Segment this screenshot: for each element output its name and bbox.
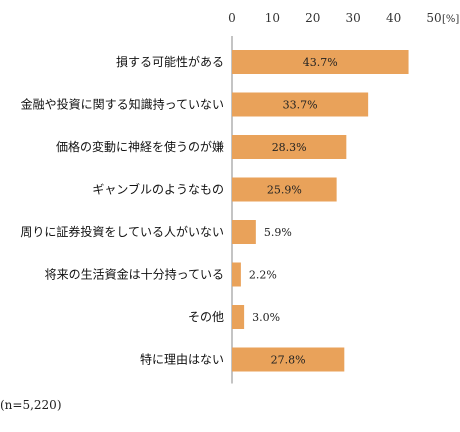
- category-label: 周りに証券投資をしている人がいない: [20, 224, 224, 239]
- sample-size-note: (n=5,220): [0, 398, 62, 412]
- category-labels: 損する可能性がある金融や投資に関する知識持っていない価格の変動に神経を使うのが嫌…: [20, 54, 224, 367]
- value-label: 25.9%: [267, 184, 302, 197]
- bar: [232, 50, 409, 74]
- x-tick-label: 30: [346, 11, 361, 25]
- x-tick-label: 10: [265, 11, 280, 25]
- x-axis-ticks: 0 10 20 30 40 50: [228, 11, 441, 25]
- category-label: 特に理由はない: [140, 352, 224, 367]
- category-label: 将来の生活資金は十分持っている: [45, 267, 224, 282]
- bar: [232, 220, 256, 244]
- bar: [232, 347, 345, 372]
- bar-chart: 0 10 20 30 40 50 [%] 損する可能性がある金融や投資に関する知識持ってい…: [20, 11, 459, 384]
- category-label: 価格の変動に神経を使うのが嫌: [56, 139, 224, 154]
- category-label: その他: [188, 310, 224, 324]
- bar: [232, 135, 347, 159]
- x-tick-label: 0: [228, 11, 236, 25]
- x-tick-label: 40: [386, 11, 401, 25]
- value-label: 2.2%: [249, 269, 277, 282]
- x-tick-label: 50: [426, 11, 441, 25]
- value-label: 3.0%: [252, 311, 280, 324]
- value-label: 5.9%: [264, 226, 292, 239]
- x-axis-unit: [%]: [442, 14, 459, 25]
- value-label: 27.8%: [271, 354, 306, 367]
- value-labels: 43.7% 33.7% 28.3% 25.9% 5.9% 2.2% 3.0% 27.8%: [249, 56, 338, 367]
- bar: [232, 262, 241, 287]
- bar: [232, 177, 337, 202]
- category-label: ギャンブルのようなもの: [92, 182, 224, 197]
- value-label: 33.7%: [283, 99, 318, 112]
- bar: [232, 92, 369, 117]
- x-tick-label: 20: [305, 11, 320, 25]
- value-label: 43.7%: [303, 56, 338, 69]
- category-label: 金融や投資に関する知識持っていない: [21, 97, 224, 112]
- bar: [232, 305, 245, 329]
- bars: [232, 50, 409, 372]
- category-label: 損する可能性がある: [116, 54, 224, 69]
- value-label: 28.3%: [272, 141, 307, 154]
